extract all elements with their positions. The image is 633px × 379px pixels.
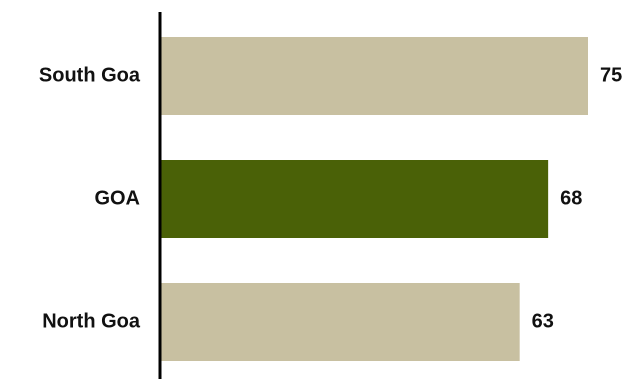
bar-north-goa <box>161 283 520 361</box>
value-label: 75 <box>600 64 622 86</box>
category-label: GOA <box>94 187 140 209</box>
labels-group: South Goa 75 GOA 68 North Goa 63 <box>39 64 622 332</box>
value-label: 68 <box>560 187 582 209</box>
category-label: South Goa <box>39 64 141 86</box>
bars-group <box>161 37 588 361</box>
bar-south-goa <box>161 37 588 115</box>
category-label: North Goa <box>42 310 141 332</box>
bar-goa <box>161 160 549 238</box>
value-label: 63 <box>532 310 554 332</box>
